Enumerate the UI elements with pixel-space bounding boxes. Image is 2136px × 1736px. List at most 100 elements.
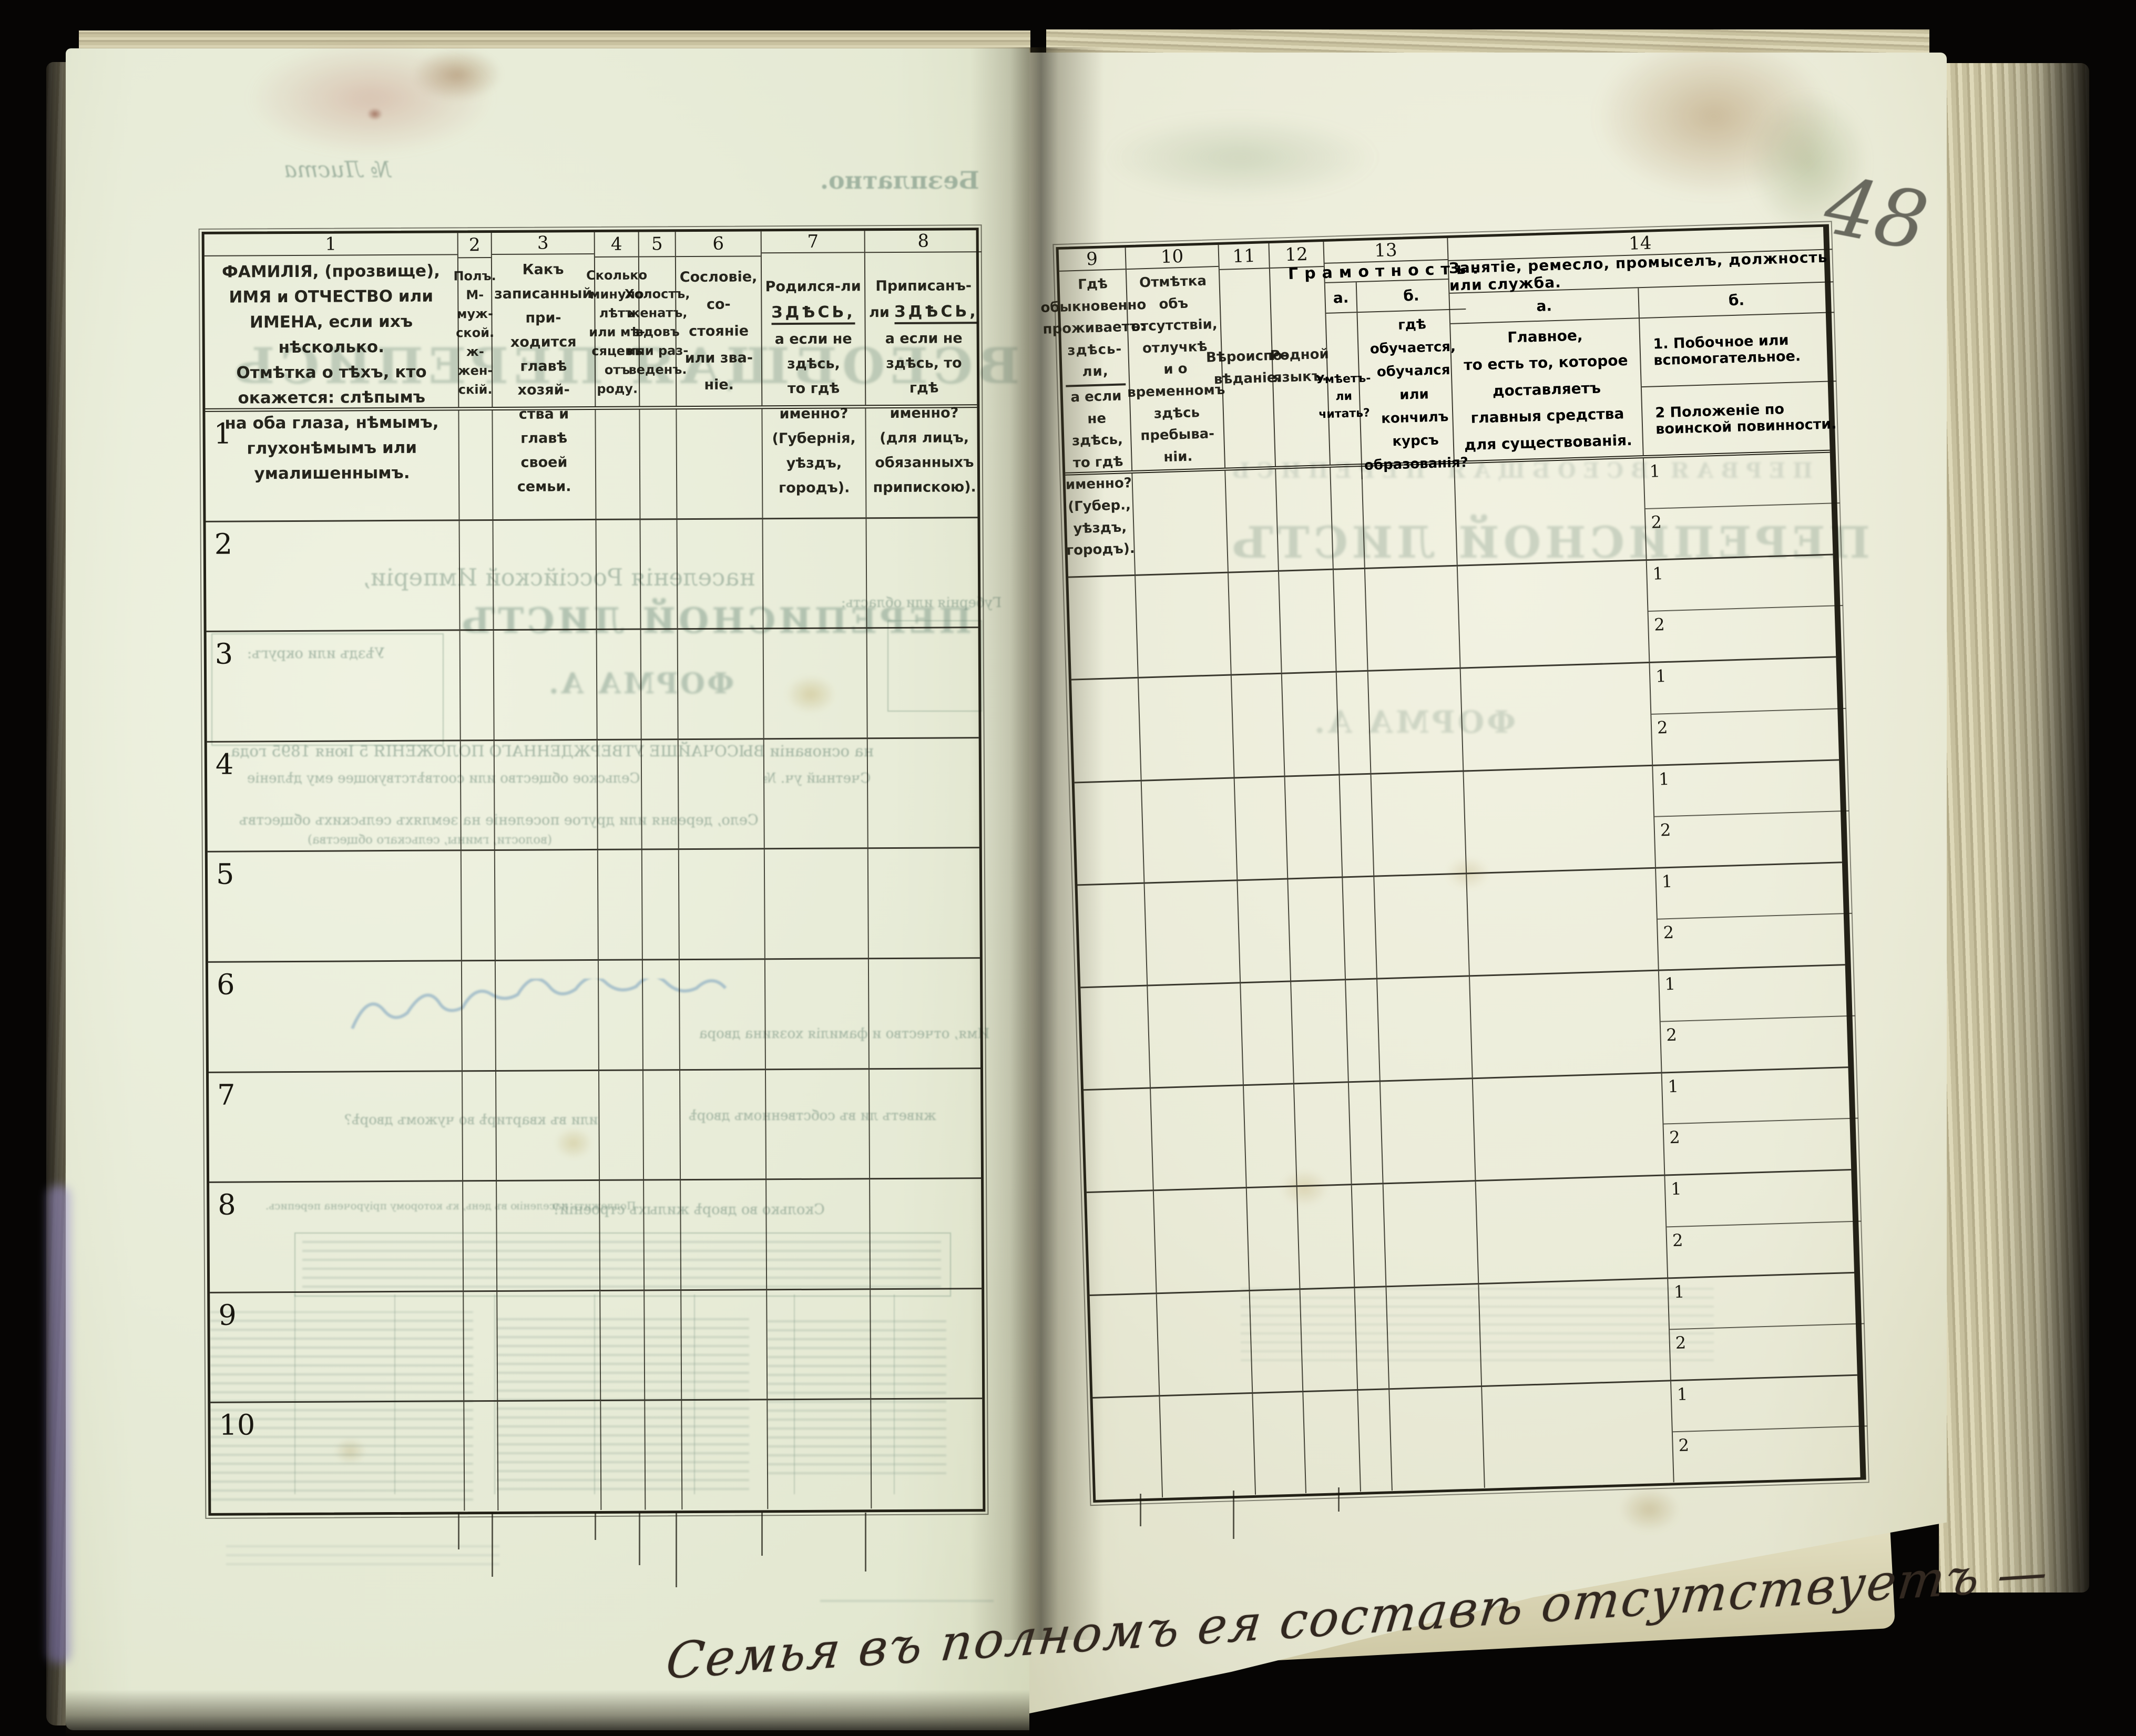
sub-row-number: 2 — [1669, 1127, 1681, 1148]
table-cell — [1136, 573, 1232, 677]
table-cell — [677, 519, 764, 629]
table-cell — [1352, 1184, 1387, 1287]
table-cell — [461, 851, 496, 960]
column-number-7: 7 — [761, 231, 864, 254]
line-stub — [865, 1513, 866, 1571]
bleedthrough-paragraph — [497, 1317, 749, 1490]
sub-row: 1 — [1650, 658, 1846, 715]
table-cell — [1225, 469, 1279, 572]
table-cell — [1362, 464, 1458, 568]
sub-row: 2 — [1664, 1119, 1860, 1175]
table-cell — [494, 630, 598, 739]
table-cell — [871, 1399, 988, 1508]
table-cell — [765, 959, 870, 1069]
table-cell — [1470, 971, 1662, 1078]
table-cell — [1241, 982, 1294, 1085]
table-cell — [1080, 986, 1151, 1090]
table-cell — [498, 1401, 602, 1511]
column-header-3: 3 Какъ записанный при- ходится главѣ хоз… — [492, 232, 596, 495]
table-cell — [1467, 868, 1659, 975]
table-cell — [867, 628, 984, 737]
right-page-content: 9 Гдѣ обыкновенно проживаетъ: здѣсь-ли, … — [1006, 27, 1978, 1630]
table-cell — [598, 850, 643, 959]
sub-row: 2 — [1646, 504, 1842, 559]
bleedthrough-free: Безплатно. — [820, 166, 979, 194]
bleedthrough-sheet-no: № Листа — [284, 157, 391, 182]
line-stub — [458, 1513, 459, 1549]
table-cell — [1238, 879, 1292, 982]
table-cell — [1333, 569, 1368, 671]
sub-row-number: 2 — [1657, 717, 1669, 738]
table-cell — [1068, 576, 1139, 679]
column-header-7: 7 Родился-ли ЗДѢСЬ, а если не здѣсь, то … — [761, 231, 866, 496]
bleedthrough-paragraph — [1241, 1282, 1714, 1361]
table-cell — [598, 960, 643, 1070]
row-number: 9 — [218, 1298, 237, 1332]
sub-title-14b-1: 1. Побочное или вспомогательное. — [1639, 313, 1836, 388]
table-cell: 3 — [206, 631, 461, 741]
table-cell — [495, 850, 599, 960]
row-number: 1 — [213, 417, 232, 450]
table-cell — [1246, 1187, 1301, 1290]
sub-row: 2 — [1649, 606, 1845, 662]
table-cell — [1473, 1073, 1665, 1180]
table-cell — [642, 960, 680, 1070]
row-number: 5 — [216, 857, 234, 891]
table-cell — [866, 518, 983, 628]
table-cell: 6 — [208, 961, 463, 1072]
column-number-4: 4 — [595, 232, 638, 258]
sub-row-number: 2 — [1663, 922, 1674, 943]
table-cell — [680, 1070, 767, 1179]
table-cell — [1092, 1396, 1163, 1499]
table-cell — [1151, 1086, 1247, 1190]
table-cell — [1065, 473, 1136, 577]
table-cell — [596, 409, 641, 519]
table-cell — [1457, 561, 1650, 667]
table-cell — [1071, 679, 1142, 782]
table-cell: 9 — [210, 1292, 465, 1402]
table-header-right: 9 Гдѣ обыкновенно проживаетъ: здѣсь-ли, … — [1040, 227, 1837, 559]
table-cell — [1358, 1390, 1393, 1492]
table-cell — [764, 849, 869, 959]
table-cell — [464, 1402, 499, 1511]
table-header-left: 1 ФАМИЛІЯ, (прозвище), ИМЯ и ОТЧЕСТВО ил… — [204, 230, 982, 496]
table-cell: 4 — [207, 741, 462, 851]
table-cell — [1377, 977, 1473, 1081]
sub-row: 2 — [1658, 914, 1854, 970]
table-cell — [493, 520, 597, 630]
table-cell — [600, 1291, 646, 1400]
table-cell — [496, 1071, 600, 1180]
sub-label-14a: a. — [1449, 288, 1639, 324]
sub-row-number: 1 — [1673, 1281, 1685, 1302]
page-edge-stack-right — [1939, 63, 2089, 1593]
bleedthrough-box-uezd — [211, 633, 444, 746]
line-stub — [1233, 1491, 1234, 1539]
table-cell — [870, 1069, 986, 1178]
table-cell — [1138, 675, 1235, 780]
table-row: 10 — [210, 1399, 983, 1512]
column-title-11: Вѣроиспо- вѣданіе. — [1205, 347, 1289, 388]
sub-row: 1 — [1643, 453, 1840, 510]
bleedthrough-table-outline — [294, 1232, 951, 1297]
table-cell — [682, 1400, 769, 1510]
page-number-pencil: 48 — [1817, 158, 1935, 269]
table-cell — [1231, 674, 1285, 777]
sub-row: 2 — [1661, 1016, 1857, 1072]
sub-row-number: 1 — [1655, 666, 1667, 686]
column-title-2: Полъ. М-муж- ской. ж-жен- скій. — [453, 268, 496, 397]
column-header-1: 1 ФАМИЛІЯ, (прозвище), ИМЯ и ОТЧЕСТВО ил… — [204, 233, 459, 484]
row-number: 6 — [216, 968, 235, 1001]
row-number: 7 — [217, 1078, 236, 1112]
census-table-right: 9 Гдѣ обыкновенно проживаетъ: здѣсь-ли, … — [1040, 221, 1870, 1506]
row-number: 8 — [218, 1188, 236, 1221]
sub-row-number: 2 — [1650, 512, 1662, 532]
table-cell — [1464, 766, 1656, 873]
table-cell — [640, 409, 678, 519]
table-row: 5 — [207, 848, 980, 963]
bleedthrough-paragraph — [768, 1317, 946, 1474]
table-cell — [1294, 1083, 1352, 1186]
